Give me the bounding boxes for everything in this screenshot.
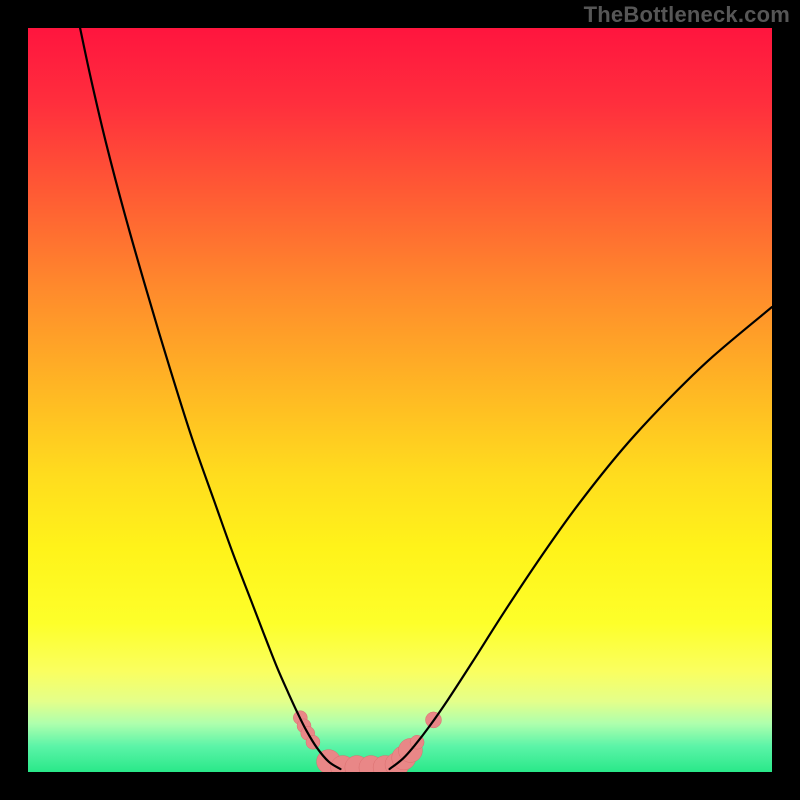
watermark-text: TheBottleneck.com	[584, 2, 790, 28]
plot-background	[28, 28, 772, 772]
chart-svg	[0, 0, 800, 800]
chart-frame: TheBottleneck.com	[0, 0, 800, 800]
